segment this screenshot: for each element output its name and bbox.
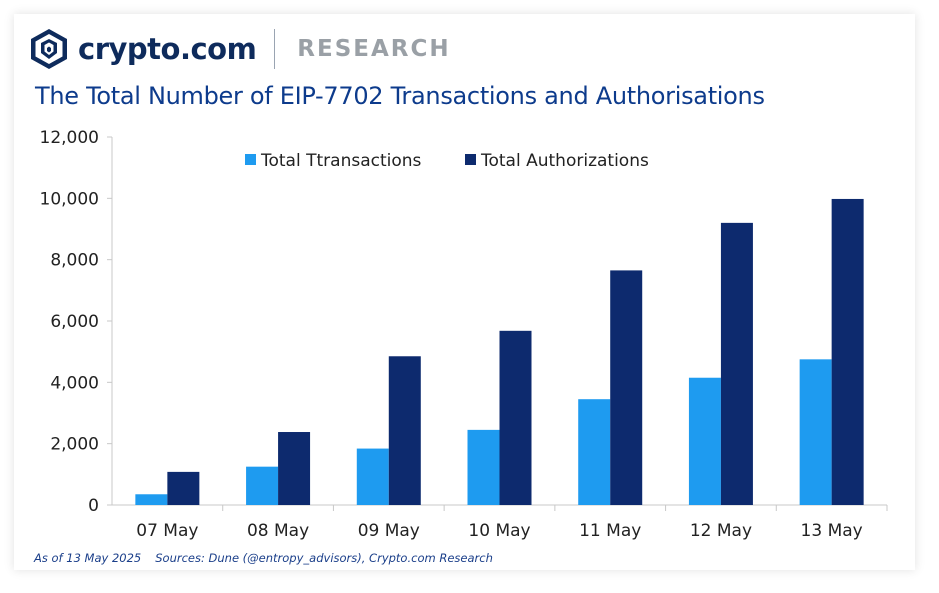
bar-transactions <box>356 448 389 505</box>
chart-card <box>14 14 915 570</box>
x-tick-label: 12 May <box>690 521 752 541</box>
legend-label-transactions: Total Ttransactions <box>260 151 422 171</box>
y-tick-label: 6,000 <box>50 312 99 332</box>
bar-transactions <box>688 377 721 505</box>
bar-authorizations <box>388 356 421 505</box>
bar-authorizations <box>831 198 864 506</box>
y-tick-label: 12,000 <box>40 128 99 148</box>
x-tick-label: 07 May <box>136 521 198 541</box>
x-tick-label: 10 May <box>468 521 530 541</box>
bar-authorizations <box>167 471 200 505</box>
bar-authorizations <box>610 270 643 505</box>
brand-name: crypto.com <box>78 32 257 66</box>
brand-section: RESEARCH <box>297 36 451 62</box>
bar-transactions <box>578 399 611 505</box>
bar-authorizations <box>278 432 311 505</box>
x-tick-label: 13 May <box>801 521 863 541</box>
brand-logo: crypto.com RESEARCH <box>28 27 451 71</box>
legend-label-authorizations: Total Authorizations <box>480 151 649 171</box>
logo-divider <box>274 29 276 69</box>
y-tick-label: 4,000 <box>50 373 99 393</box>
y-tick-label: 8,000 <box>50 251 99 271</box>
bar-authorizations <box>499 330 532 505</box>
bar-transactions <box>467 429 500 505</box>
y-tick-label: 0 <box>88 496 99 516</box>
legend-swatch-authorizations <box>465 154 476 165</box>
sources-note: Sources: Dune (@entropy_advisors), Crypt… <box>155 551 493 565</box>
x-tick-label: 08 May <box>247 521 309 541</box>
chart-title: The Total Number of EIP-7702 Transaction… <box>35 82 765 110</box>
bar-transactions <box>246 466 279 505</box>
legend-swatch-transactions <box>245 154 256 165</box>
chart-footer: As of 13 May 2025 Sources: Dune (@entropy… <box>34 551 493 565</box>
x-tick-label: 09 May <box>358 521 420 541</box>
as-of-note: As of 13 May 2025 <box>34 551 142 565</box>
y-tick-label: 10,000 <box>40 189 99 209</box>
bar-authorizations <box>720 222 753 505</box>
lion-shield-icon <box>31 29 67 69</box>
x-tick-label: 11 May <box>579 521 641 541</box>
bar-transactions <box>135 494 168 505</box>
y-tick-label: 2,000 <box>50 435 99 455</box>
bar-transactions <box>799 359 832 505</box>
